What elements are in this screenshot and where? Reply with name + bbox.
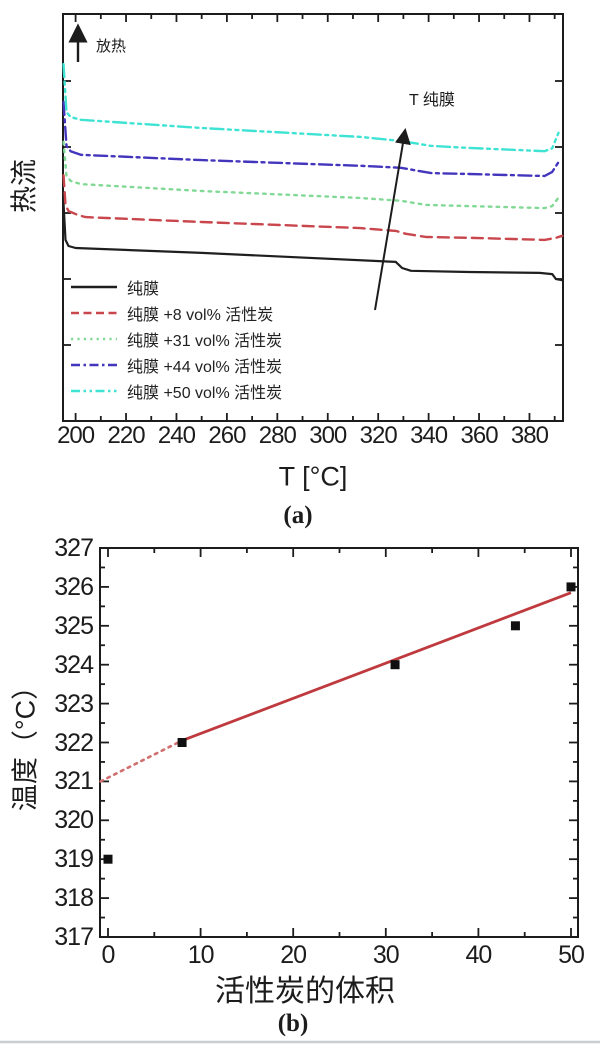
legend-item: 纯膜 +31 vol% 活性炭 <box>70 326 282 352</box>
melting-temp-annotation: T 纯膜 <box>409 92 455 109</box>
scatter-y-tick-label: 327 <box>54 534 94 562</box>
dsc-curve-1 <box>62 173 564 242</box>
scatter-y-tick-label: 317 <box>54 923 94 951</box>
scatter-y-tick-label: 323 <box>54 689 94 718</box>
legend-item: 纯膜 <box>70 274 282 300</box>
scatter-y-tick-label: 320 <box>54 806 94 835</box>
data-point-square <box>177 738 187 747</box>
dsc-y-axis-label: 热流 <box>9 159 40 213</box>
scatter-y-tick-label: 326 <box>54 572 94 601</box>
data-point-square <box>390 660 400 670</box>
legend-item: 纯膜 +8 vol% 活性炭 <box>70 300 282 326</box>
legend-line-sample-dotted <box>71 337 117 341</box>
legend-item-label: 纯膜 +44 vol% 活性炭 <box>127 359 283 376</box>
legend-line-sample-dashed <box>71 311 117 315</box>
data-point-square <box>566 582 576 592</box>
scatter-x-axis-label: 活性炭的体积 <box>215 975 395 1008</box>
dsc-legend: 纯膜纯膜 +8 vol% 活性炭 纯膜 +31 vol% 活性炭 纯膜 +44 vo… <box>70 274 282 404</box>
scatter-x-tick-label: 40 <box>465 941 492 969</box>
dsc-x-tick-label: 320 <box>359 422 398 449</box>
caption-a: (a) <box>283 502 313 529</box>
caption-b: (b) <box>277 1010 309 1037</box>
dsc-x-tick-label: 280 <box>258 422 297 449</box>
dsc-plot-frame <box>62 13 564 422</box>
dsc-x-tick-label: 220 <box>107 422 146 449</box>
scatter-y-tick-label: 325 <box>54 611 94 640</box>
legend-item-label: 纯膜 <box>127 281 160 298</box>
scatter-x-tick-label: 50 <box>558 941 585 969</box>
legend-item-label: 纯膜 +8 vol% 活性炭 <box>127 307 274 324</box>
dsc-curve-2 <box>62 140 561 210</box>
legend-item: 纯膜 +44 vol% 活性炭 <box>70 352 282 378</box>
dsc-x-tick-label: 300 <box>309 422 347 449</box>
scatter-x-tick-label: 20 <box>280 941 307 969</box>
exothermic-label: 放热 <box>96 38 127 55</box>
dsc-x-tick-label: 360 <box>460 422 499 449</box>
dsc-x-tick-label: 200 <box>57 422 95 449</box>
legend-line-sample-solid <box>71 285 117 289</box>
legend-item-label: 纯膜 +31 vol% 活性炭 <box>127 333 283 350</box>
dsc-curve-3 <box>62 100 560 178</box>
scatter-x-tick-label: 30 <box>372 941 400 969</box>
legend-line-sample-dashdot <box>71 363 117 367</box>
scatter-y-tick-label: 322 <box>54 728 94 757</box>
legend-item-label: 纯膜 +50 vol% 活性炭 <box>127 385 283 402</box>
data-point-square <box>510 621 520 631</box>
dsc-x-tick-label: 240 <box>157 422 196 449</box>
scatter-y-tick-label: 324 <box>54 650 94 679</box>
scatter-y-tick-label: 319 <box>54 845 94 874</box>
dsc-x-tick-label: 260 <box>208 422 246 449</box>
scatter-y-tick-label: 321 <box>54 767 94 796</box>
data-point-square <box>103 854 113 864</box>
dsc-x-tick-label: 340 <box>410 422 448 449</box>
dsc-x-tick-label: 380 <box>510 422 549 449</box>
dsc-x-axis-label: T [°C] <box>278 461 348 492</box>
scatter-x-tick-label: 10 <box>187 941 215 969</box>
scatter-x-tick-label: 0 <box>101 941 116 969</box>
scatter-y-tick-label: 318 <box>54 884 94 913</box>
fit-line-solid <box>181 591 572 742</box>
legend-item: 纯膜 +50 vol% 活性炭 <box>70 378 282 404</box>
melting-trend-arrow <box>374 128 411 311</box>
legend-line-sample-dashdotdot <box>71 389 117 393</box>
dsc-curve-4 <box>62 62 560 153</box>
fit-line-dotted <box>99 739 184 783</box>
scatter-plot-frame <box>99 547 579 938</box>
dsc-curve-0 <box>62 201 564 282</box>
